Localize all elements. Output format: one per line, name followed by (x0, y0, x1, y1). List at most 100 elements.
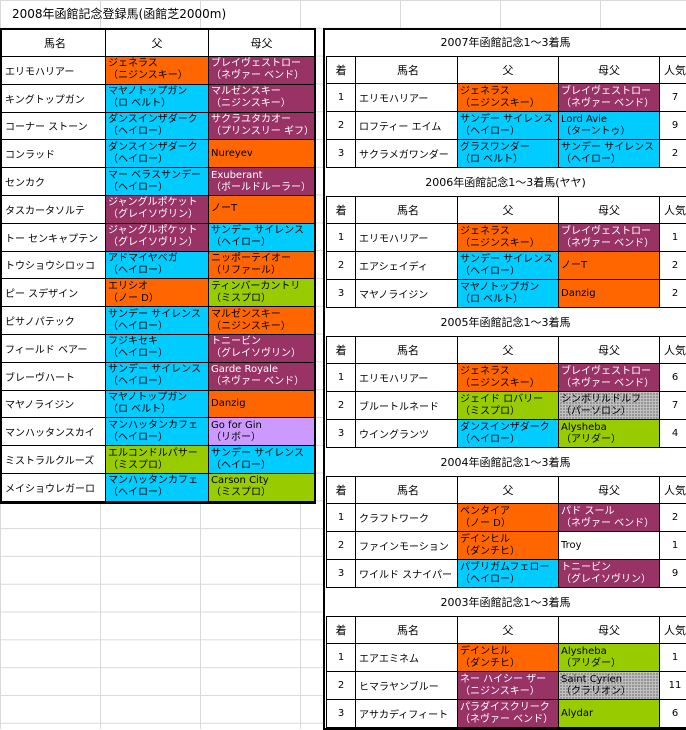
table-row: フィールド ベアーフジキセキ（ヘイロー）トニービン（グレイソヴリン） (1, 334, 315, 362)
sire-line: （ニジンスキー） (108, 70, 208, 82)
sire-line: （ミスプロ） (108, 460, 208, 472)
sire-line: （ヘイロー） (108, 126, 208, 138)
damsire-line: （ニジンスキー） (211, 321, 314, 333)
damsire-name: サクラユタカオー (211, 114, 314, 126)
sire-name: マンハッタンカフェ (108, 475, 208, 487)
damsire-line: （パーソロン） (561, 406, 659, 418)
horse-name: トー センキャプテン (1, 223, 106, 251)
damsire-name: パド スール (561, 506, 659, 518)
sire-line: （ヘイロー） (108, 432, 208, 444)
horse-name: アサカディフィート (356, 700, 458, 728)
damsire-name: サンデー サイレンス (211, 448, 314, 460)
table-row: ピー スデザインエリシオ（ノー D）ティンバーカントリ（ミスプロ） (1, 279, 315, 307)
sire-name: ダンスインザダーク (108, 114, 208, 126)
table-row: エリモハリアージェネラス（ニジンスキー）ブレイヴェストロー（ネヴァー ベンド） (1, 57, 315, 85)
damsire-cell: パド スール（ネヴァー ベンド） (559, 504, 660, 532)
horse-name: ロフティー エイム (356, 112, 458, 140)
horse-name: ミストラルクルーズ (1, 446, 106, 474)
damsire-line: （リファール） (211, 265, 314, 277)
damsire-name: Garde Royale (211, 364, 314, 376)
sire-cell: フジキセキ（ヘイロー） (106, 334, 209, 362)
sire-name: ネー ハイシー ザー (460, 674, 558, 686)
damsire-cell: ブレイヴェストロー（ネヴァー ベンド） (559, 224, 660, 252)
header-sire: 父 (106, 29, 209, 57)
damsire-name: ニッポーテイオー (211, 253, 314, 265)
table-row: ピサノパテックサンデー サイレンス（ヘイロー）マルゼンスキー（ニジンスキー） (1, 307, 315, 335)
damsire-name: トニービン (211, 336, 314, 348)
horse-name: ブルートルネード (356, 392, 458, 420)
finish-rank: 3 (327, 280, 356, 308)
sire-cell: マヤノトップガン（ロ ベルト） (458, 280, 559, 308)
damsire-line: （ミスプロ） (211, 487, 314, 499)
header-rank: 着 (327, 197, 356, 224)
damsire-name: マルゼンスキー (211, 309, 314, 321)
damsire-line: （ニジンスキー） (211, 98, 314, 110)
header-pop: 人気 (660, 337, 686, 364)
header-damsire: 母父 (559, 57, 660, 84)
damsire-line: （ネヴァー ベンド） (211, 70, 314, 82)
sire-cell: マヤノトップガン（ロ ベルト） (106, 390, 209, 418)
sheet-title: 2008年函館記念登録馬(函館芝2000m) (12, 2, 226, 26)
sire-cell: グラスワンダー（ロ ベルト） (458, 140, 559, 168)
finish-rank: 2 (327, 532, 356, 560)
damsire-cell: ノーT (209, 195, 315, 223)
header-damsire: 母父 (559, 197, 660, 224)
sire-line: （ヘイロー） (108, 321, 208, 333)
section-title: 2005年函館記念1～3着馬 (325, 310, 686, 336)
header-damsire: 母父 (559, 337, 660, 364)
damsire-name: トニービン (561, 562, 659, 574)
finish-rank: 2 (327, 672, 356, 700)
popularity: 2 (660, 140, 686, 168)
results-header-row: 着馬名父母父人気 (327, 197, 686, 224)
sire-line: （ミスプロ） (460, 406, 558, 418)
sire-line: （ヘイロー） (108, 154, 208, 166)
sire-name: フジキセキ (108, 336, 208, 348)
damsire-name: Troy (561, 534, 659, 558)
sire-line: （ヘイロー） (460, 574, 558, 586)
header-sire: 父 (458, 477, 559, 504)
horse-name: タスカータソルテ (1, 195, 106, 223)
damsire-name: Danzig (211, 392, 314, 416)
popularity: 9 (660, 112, 686, 140)
table-row: センカクマー ベラスサンデー（ヘイロー）Exuberant（ボールドルーラー） (1, 168, 315, 196)
damsire-line: （ネヴァー ベンド） (561, 518, 659, 530)
header-name: 馬名 (356, 477, 458, 504)
damsire-name: Danzig (561, 282, 659, 306)
horse-name: エアシェイディ (356, 252, 458, 280)
sire-line: （ニジンスキー） (460, 238, 558, 250)
damsire-cell: ブレイヴェストロー（ネヴァー ベンド） (559, 364, 660, 392)
damsire-line: （プリンスリー ギフ） (211, 126, 314, 138)
header-name: 馬名 (356, 57, 458, 84)
header-pop: 人気 (660, 617, 686, 644)
sire-cell: マヤノトップガン（ロ ベルト） (106, 84, 209, 112)
sire-line: （グレイソヴリン） (108, 209, 208, 221)
damsire-cell: Exuberant（ボールドルーラー） (209, 168, 315, 196)
header-name: 馬名 (356, 617, 458, 644)
section-title: 2004年函館記念1～3着馬 (325, 450, 686, 476)
horse-name: ピー スデザイン (1, 279, 106, 307)
sire-name: デインヒル (460, 646, 558, 658)
horse-name: エリモハリアー (356, 84, 458, 112)
damsire-line: （ネヴァー ベンド） (561, 238, 659, 250)
sire-cell: デインヒル（ダンチヒ） (458, 644, 559, 672)
damsire-cell: Go for Gin（リボー） (209, 418, 315, 446)
table-row: タスカータソルテジャングルポケット（グレイソヴリン）ノーT (1, 195, 315, 223)
table-row: トウショウシロッコアドマイヤベガ（ヘイロー）ニッポーテイオー（リファール） (1, 251, 315, 279)
table-row: マヤノライジンマヤノトップガン（ロ ベルト）Danzig (1, 390, 315, 418)
damsire-name: Alysheba (561, 646, 659, 658)
horse-name: ウイングランツ (356, 420, 458, 448)
sire-line: （ロ ベルト） (108, 404, 208, 416)
finish-rank: 1 (327, 504, 356, 532)
sire-name: ジェネラス (460, 226, 558, 238)
damsire-cell: Alydar (559, 700, 660, 728)
sire-line: （ネヴァー ベンド） (460, 714, 558, 726)
damsire-name: シンボリルドルフ (561, 394, 659, 406)
header-pop: 人気 (660, 197, 686, 224)
damsire-name: ティンバーカントリ (211, 281, 314, 293)
